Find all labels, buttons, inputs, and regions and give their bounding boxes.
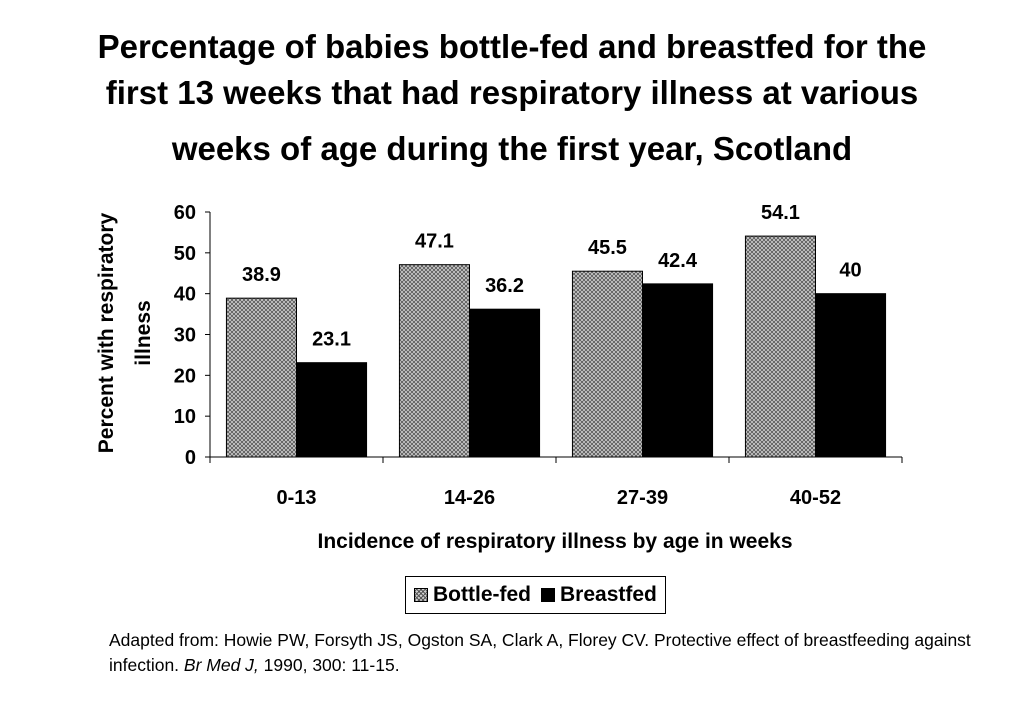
bar-breastfed bbox=[296, 362, 368, 458]
y-tick-label: 20 bbox=[174, 365, 196, 387]
data-labels: 38.9 23.1 47.1 36.2 45.5 42.4 54.1 40 bbox=[242, 202, 862, 351]
bar-bottle-fed bbox=[225, 297, 297, 458]
x-tick-label: 14-26 bbox=[444, 487, 495, 509]
data-label-bottle-fed: 54.1 bbox=[761, 202, 800, 224]
legend-label-bottle-fed: Bottle-fed bbox=[433, 583, 531, 606]
y-tick-label: 60 bbox=[174, 202, 196, 224]
source-prefix: Adapted from: Howie PW, Forsyth JS, Ogst… bbox=[109, 630, 971, 675]
x-axis: 0-13 14-26 27-39 40-52 bbox=[209, 456, 903, 509]
data-label-bottle-fed: 38.9 bbox=[242, 264, 281, 286]
data-label-breastfed: 36.2 bbox=[485, 275, 524, 297]
bar-breastfed bbox=[642, 283, 714, 458]
chart-title-line-1: Percentage of babies bottle-fed and brea… bbox=[97, 28, 927, 65]
x-tick-label: 0-13 bbox=[276, 487, 316, 509]
chart-title-line-3: weeks of age during the first year, Scot… bbox=[171, 130, 853, 167]
bar-breastfed bbox=[815, 293, 887, 458]
y-tick-label: 50 bbox=[174, 243, 196, 265]
y-tick-label: 10 bbox=[174, 406, 196, 428]
y-tick-label: 30 bbox=[174, 325, 196, 347]
y-axis-label-line-1: Percent with respiratory bbox=[95, 212, 118, 453]
legend-swatch-breastfed bbox=[541, 588, 555, 602]
data-label-bottle-fed: 45.5 bbox=[588, 237, 627, 259]
chart-title-line-2: first 13 weeks that had respiratory illn… bbox=[105, 74, 919, 111]
bar-breastfed bbox=[469, 308, 541, 458]
legend-item-bottle-fed: Bottle-fed bbox=[414, 583, 531, 607]
bar-bottle-fed bbox=[744, 235, 816, 458]
data-label-bottle-fed: 47.1 bbox=[415, 231, 454, 253]
bar-bottle-fed bbox=[571, 270, 643, 458]
y-tick-label: 0 bbox=[185, 447, 196, 469]
y-axis-label-line-2: illness bbox=[132, 300, 155, 365]
source-citation: Adapted from: Howie PW, Forsyth JS, Ogst… bbox=[109, 628, 989, 678]
data-label-breastfed: 23.1 bbox=[312, 329, 351, 351]
y-tick-label: 40 bbox=[174, 284, 196, 306]
legend-label-breastfed: Breastfed bbox=[560, 583, 657, 606]
x-tick-label: 40-52 bbox=[790, 487, 841, 509]
legend-item-breastfed: Breastfed bbox=[541, 583, 657, 607]
source-suffix: 1990, 300: 11-15. bbox=[258, 655, 400, 675]
chart-title: Percentage of babies bottle-fed and brea… bbox=[30, 24, 994, 172]
legend-swatch-bottle-fed bbox=[414, 588, 428, 602]
x-tick-label: 27-39 bbox=[617, 487, 668, 509]
data-label-breastfed: 40 bbox=[839, 260, 861, 282]
legend: Bottle-fed Breastfed bbox=[405, 576, 666, 614]
bars bbox=[225, 235, 887, 458]
data-label-breastfed: 42.4 bbox=[658, 250, 698, 272]
x-axis-label: Incidence of respiratory illness by age … bbox=[317, 530, 792, 553]
source-journal: Br Med J, bbox=[183, 655, 259, 675]
bar-bottle-fed bbox=[398, 264, 470, 458]
y-axis: 0 10 20 30 40 50 60 bbox=[174, 202, 211, 469]
